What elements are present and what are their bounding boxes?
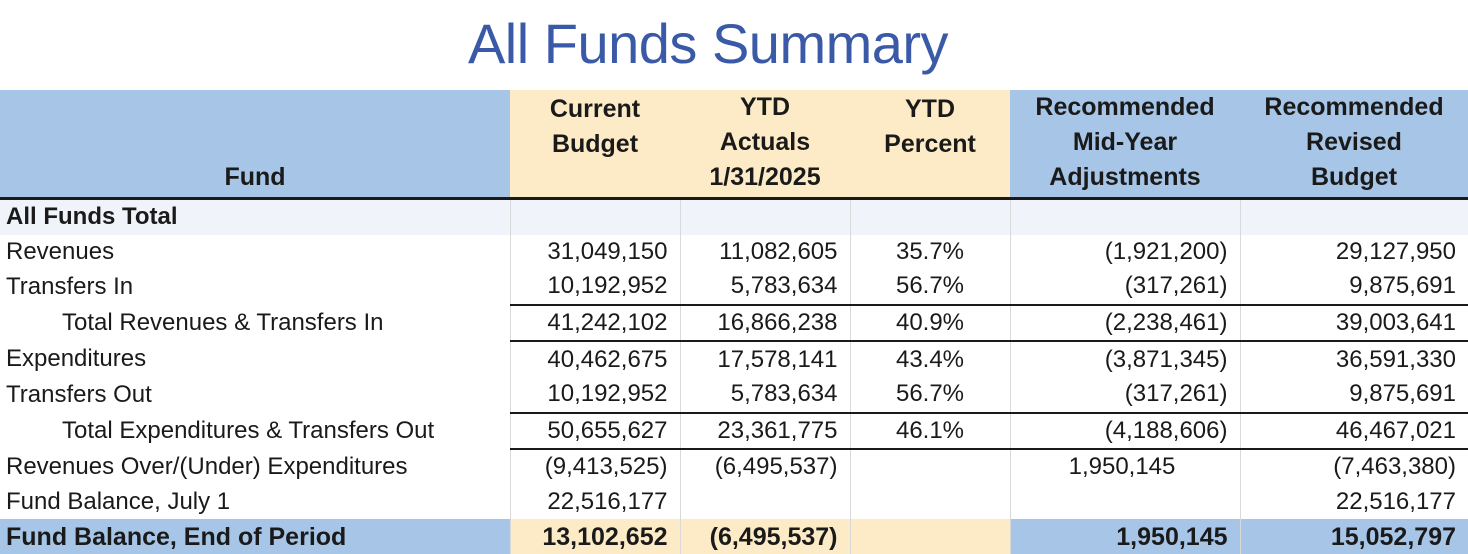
row-label: Fund Balance, July 1 <box>6 488 231 516</box>
cell-ytd-actuals: 23,361,775 <box>679 411 850 450</box>
row-label: Transfers Out <box>6 380 152 408</box>
cell-revised-budget: 39,003,641 <box>1239 303 1468 342</box>
cell-current-budget: 22,516,177 <box>509 484 680 520</box>
cell-adjustments: 1,950,145 <box>1009 448 1240 485</box>
cell-adjustments: (4,188,606) <box>1009 411 1240 450</box>
table-row-total: Total Revenues & Transfers In 41,242,102… <box>0 303 1468 342</box>
table-row-final: Fund Balance, End of Period 13,102,652 (… <box>0 519 1468 554</box>
row-label: Total Expenditures & Transfers Out <box>62 416 435 444</box>
header-row: Fund Current Budget YTD Actuals 1/31/202… <box>0 90 1468 200</box>
final-ytd-percent <box>849 519 1010 554</box>
table-row: Revenues 31,049,150 11,082,605 35.7% (1,… <box>0 234 1468 270</box>
cell-ytd-percent: 56.7% <box>849 269 1010 305</box>
header-ytd-actuals: YTD Actuals 1/31/2025 <box>680 90 850 200</box>
cell-current-budget: 40,462,675 <box>509 340 680 377</box>
cell-ytd-percent <box>849 484 1010 520</box>
cell-ytd-actuals <box>679 484 850 520</box>
cell-adjustments <box>1009 484 1240 520</box>
cell-revised-budget: 36,591,330 <box>1239 340 1468 377</box>
cell-ytd-percent: 43.4% <box>849 340 1010 377</box>
cell-current-budget: 10,192,952 <box>509 376 680 413</box>
final-revised-budget: 15,052,797 <box>1239 519 1468 554</box>
table-row: Fund Balance, July 1 22,516,177 22,516,1… <box>0 484 1468 520</box>
cell-current-budget: 31,049,150 <box>509 234 680 270</box>
header-current-budget: Current Budget <box>510 90 680 200</box>
cell-adjustments: (3,871,345) <box>1009 340 1240 377</box>
cell-revised-budget: 9,875,691 <box>1239 376 1468 413</box>
header-ytd-percent: YTD Percent <box>850 90 1010 200</box>
cell-ytd-actuals: 17,578,141 <box>679 340 850 377</box>
cell-adjustments: (1,921,200) <box>1009 234 1240 270</box>
cell-ytd-actuals: (6,495,537) <box>679 448 850 485</box>
table-row-total: Total Expenditures & Transfers Out 50,65… <box>0 411 1468 450</box>
header-recommended-adjustments: Recommended Mid-Year Adjustments <box>1010 90 1240 200</box>
cell-ytd-percent: 56.7% <box>849 376 1010 413</box>
row-label: Expenditures <box>6 345 147 373</box>
final-ytd-actuals: (6,495,537) <box>679 519 850 554</box>
cell-ytd-actuals: 11,082,605 <box>679 234 850 270</box>
cell-current-budget: (9,413,525) <box>509 448 680 485</box>
cell-current-budget: 50,655,627 <box>509 411 680 450</box>
cell-adjustments: (2,238,461) <box>1009 303 1240 342</box>
final-adjustments: 1,950,145 <box>1009 519 1240 554</box>
row-label: Transfers In <box>6 272 134 300</box>
cell-revised-budget: 29,127,950 <box>1239 234 1468 270</box>
cell-ytd-actuals: 16,866,238 <box>679 303 850 342</box>
cell-adjustments: (317,261) <box>1009 269 1240 305</box>
cell-revised-budget: 46,467,021 <box>1239 411 1468 450</box>
cell-revised-budget: 22,516,177 <box>1239 484 1468 520</box>
header-fund: Fund <box>0 90 510 200</box>
cell-ytd-percent <box>849 448 1010 485</box>
table-row: Expenditures 40,462,675 17,578,141 43.4%… <box>0 340 1468 377</box>
table-row: Transfers Out 10,192,952 5,783,634 56.7%… <box>0 376 1468 413</box>
row-label: Total Revenues & Transfers In <box>62 309 384 337</box>
header-recommended-revised-budget: Recommended Revised Budget <box>1240 90 1468 200</box>
row-label: Revenues Over/(Under) Expenditures <box>6 452 408 480</box>
cell-revised-budget: (7,463,380) <box>1239 448 1468 485</box>
cell-ytd-percent: 46.1% <box>849 411 1010 450</box>
section-label: All Funds Total <box>0 198 510 235</box>
section-row: All Funds Total <box>0 198 1468 235</box>
cell-revised-budget: 9,875,691 <box>1239 269 1468 305</box>
page-title: All Funds Summary <box>467 12 949 75</box>
cell-current-budget: 41,242,102 <box>509 303 680 342</box>
row-label: Revenues <box>6 237 115 265</box>
funds-summary-table: Fund Current Budget YTD Actuals 1/31/202… <box>0 90 1468 554</box>
cell-ytd-percent: 40.9% <box>849 303 1010 342</box>
final-row-label: Fund Balance, End of Period <box>0 519 510 554</box>
cell-ytd-actuals: 5,783,634 <box>679 269 850 305</box>
cell-ytd-actuals: 5,783,634 <box>679 376 850 413</box>
cell-current-budget: 10,192,952 <box>509 269 680 305</box>
table-row: Revenues Over/(Under) Expenditures (9,41… <box>0 448 1468 485</box>
final-current-budget: 13,102,652 <box>509 519 680 554</box>
cell-adjustments: (317,261) <box>1009 376 1240 413</box>
table-row: Transfers In 10,192,952 5,783,634 56.7% … <box>0 269 1468 305</box>
cell-ytd-percent: 35.7% <box>849 234 1010 270</box>
